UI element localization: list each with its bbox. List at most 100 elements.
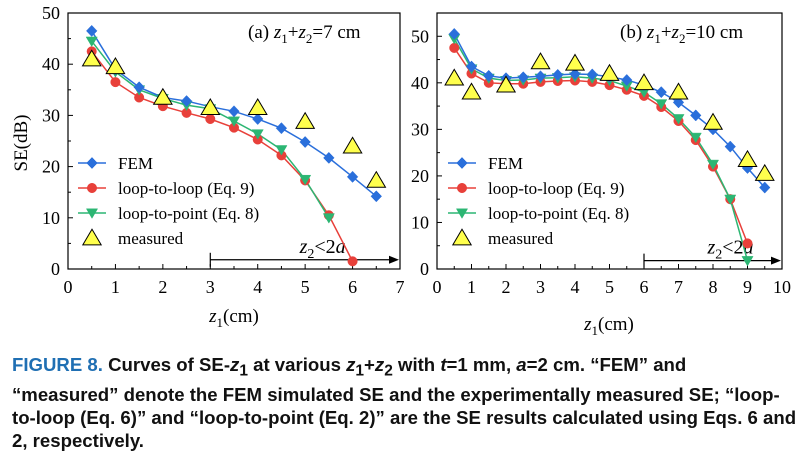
data-point-triangle-up bbox=[754, 163, 775, 181]
data-point-triangle-up bbox=[599, 63, 620, 81]
caption-text: Curves of SE- bbox=[102, 354, 231, 375]
data-point-circle bbox=[110, 77, 121, 88]
x-tick-label: 3 bbox=[536, 277, 545, 297]
data-point-circle bbox=[205, 113, 216, 124]
annotation-text: z2<2a bbox=[299, 236, 346, 262]
data-point-diamond bbox=[724, 140, 736, 153]
legend-label: loop-to-loop (Eq. 9) bbox=[118, 179, 254, 198]
x-tick-label: 7 bbox=[674, 277, 683, 297]
y-tick-label: 10 bbox=[411, 212, 429, 232]
x-tick-label: 5 bbox=[301, 277, 310, 297]
caption-text: with bbox=[392, 354, 441, 375]
caption-label: FIGURE 8. bbox=[12, 354, 103, 375]
x-tick-label: 5 bbox=[605, 277, 614, 297]
data-point-triangle-up bbox=[295, 111, 316, 129]
y-tick-label: 40 bbox=[42, 54, 60, 74]
legend-marker-triangle-down bbox=[455, 208, 469, 219]
data-point-diamond bbox=[759, 181, 771, 194]
caption-var: a bbox=[516, 354, 527, 375]
data-point-triangle-down bbox=[322, 213, 335, 224]
x-tick-label: 1 bbox=[467, 277, 476, 297]
legend-marker-circle bbox=[86, 182, 98, 194]
data-point-triangle-up bbox=[495, 75, 517, 93]
x-tick-label: 1 bbox=[111, 277, 120, 297]
y-tick-label: 20 bbox=[411, 166, 429, 186]
data-point-diamond bbox=[483, 69, 495, 82]
caption-var: z bbox=[346, 354, 356, 375]
data-point-diamond bbox=[655, 86, 667, 99]
data-point-diamond bbox=[252, 113, 264, 125]
y-tick-label: 50 bbox=[411, 26, 429, 46]
data-point-diamond bbox=[690, 109, 702, 122]
data-point-diamond bbox=[299, 136, 311, 148]
data-point-triangle-up bbox=[342, 136, 363, 154]
data-point-triangle-up bbox=[105, 57, 126, 75]
data-point-triangle-down bbox=[275, 145, 288, 156]
data-point-triangle-up bbox=[366, 170, 387, 188]
panel-a-ylabel: SE(dB) bbox=[11, 115, 32, 172]
x-tick-label: 8 bbox=[709, 277, 718, 297]
legend-label: loop-to-loop (Eq. 9) bbox=[488, 179, 624, 198]
x-tick-label: 0 bbox=[64, 277, 73, 297]
data-point-triangle-up bbox=[81, 49, 102, 67]
data-point-diamond bbox=[133, 81, 145, 94]
x-tick-label: 7 bbox=[396, 277, 405, 297]
data-point-triangle-up bbox=[200, 97, 221, 116]
data-point-triangle-down bbox=[251, 129, 264, 140]
caption-text: at various bbox=[247, 354, 347, 375]
series-line-triangle-down bbox=[453, 38, 749, 261]
data-point-diamond bbox=[228, 105, 240, 118]
legend-marker-diamond bbox=[456, 157, 468, 169]
x-tick-label: 0 bbox=[433, 277, 442, 297]
panel-a-legend: FEM loop-to-loop (Eq. 9) loop-to-point (Eq… bbox=[78, 154, 259, 248]
panel-b-legend: FEM loop-to-loop (Eq. 9) loop-to-point (Eq… bbox=[448, 154, 629, 248]
data-point-diamond bbox=[180, 95, 193, 108]
legend-marker-diamond bbox=[86, 157, 98, 169]
data-point-triangle-down bbox=[299, 174, 312, 186]
panel-b-ticks: 0 1 2 3 4 5 6 7 8 9 10 0 10 20 30 40 50 bbox=[411, 26, 791, 297]
legend-label: FEM bbox=[488, 154, 523, 173]
data-point-diamond bbox=[621, 74, 633, 86]
x-tick-label: 2 bbox=[502, 277, 511, 297]
data-point-triangle-up bbox=[530, 52, 551, 70]
data-point-triangle-down bbox=[655, 99, 668, 110]
data-point-diamond bbox=[534, 70, 547, 83]
y-tick-label: 30 bbox=[411, 119, 429, 139]
panel-a-xlabel: z1(cm) bbox=[208, 306, 259, 330]
data-point-diamond bbox=[275, 122, 288, 135]
data-point-triangle-up bbox=[633, 73, 655, 91]
panel-a-series bbox=[81, 24, 387, 267]
x-tick-label: 4 bbox=[253, 277, 262, 297]
data-point-diamond bbox=[552, 68, 564, 81]
legend-marker-triangle-down bbox=[85, 208, 99, 219]
x-tick-label: 10 bbox=[773, 277, 791, 297]
data-point-circle bbox=[742, 238, 753, 249]
caption-sub: 1 bbox=[239, 362, 248, 380]
data-point-triangle-down bbox=[85, 36, 98, 47]
data-point-triangle-up bbox=[564, 53, 586, 71]
data-point-circle bbox=[449, 42, 460, 53]
data-point-triangle-down bbox=[706, 159, 720, 171]
data-point-diamond bbox=[86, 24, 98, 37]
data-point-diamond bbox=[586, 68, 598, 81]
panel-b-title: (b) z1+z2=10 cm bbox=[620, 22, 743, 46]
legend-marker-circle bbox=[456, 182, 468, 194]
y-tick-label: 30 bbox=[42, 105, 60, 125]
figure-caption: FIGURE 8. Curves of SE-z1 at various z1+… bbox=[12, 353, 797, 452]
data-point-diamond bbox=[672, 96, 685, 109]
caption-text: =1 mm, bbox=[446, 354, 517, 375]
data-point-triangle-up bbox=[461, 82, 482, 100]
x-tick-label: 6 bbox=[640, 277, 649, 297]
x-tick-label: 2 bbox=[158, 277, 167, 297]
y-tick-label: 40 bbox=[411, 73, 429, 93]
data-point-diamond bbox=[517, 71, 529, 84]
y-tick-label: 20 bbox=[42, 157, 60, 177]
panel-a-title: (a) z1+z2=7 cm bbox=[248, 22, 361, 46]
data-point-triangle-up bbox=[247, 97, 268, 116]
x-tick-label: 4 bbox=[571, 277, 580, 297]
x-tick-label: 3 bbox=[206, 277, 215, 297]
x-tick-label: 6 bbox=[348, 277, 357, 297]
data-point-triangle-up bbox=[152, 87, 173, 105]
legend-label: measured bbox=[118, 229, 184, 248]
caption-var: z bbox=[230, 354, 240, 375]
